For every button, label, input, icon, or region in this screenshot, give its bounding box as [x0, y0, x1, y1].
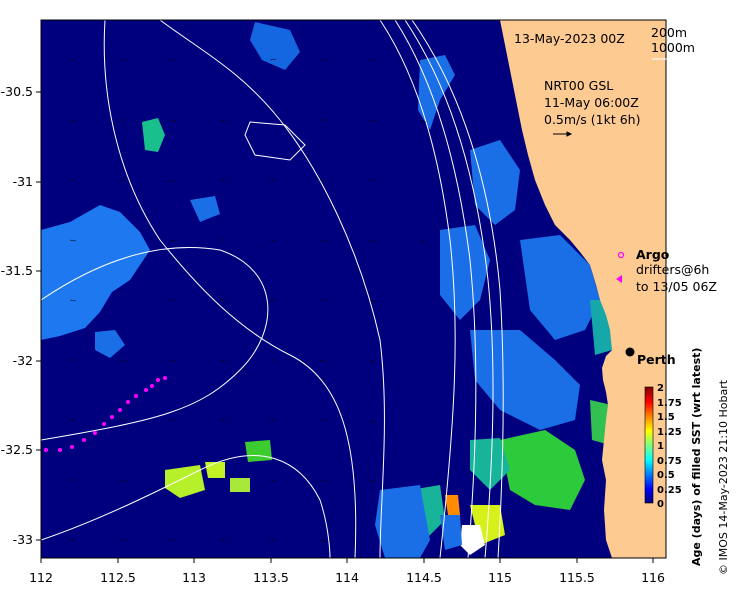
colorbar-tick: 0.5	[657, 470, 675, 481]
colorbar-tick: 1	[657, 441, 664, 452]
x-tick-label: 113.5	[253, 570, 289, 585]
colorbar-tick: 2	[657, 383, 664, 394]
patch-south-green	[500, 430, 585, 510]
patch-orange	[445, 495, 460, 515]
current-product: NRT00 GSL	[544, 78, 613, 93]
patch-lime-2	[205, 462, 225, 478]
colorbar-tick: 0.25	[657, 485, 682, 496]
x-tick-label: 114.5	[406, 570, 442, 585]
patch-white	[460, 525, 485, 555]
x-axis: 112 112.5 113 113.5 114 114.5 115 115.5 …	[29, 558, 665, 585]
x-tick-label: 113	[182, 570, 206, 585]
patch-far-south	[440, 515, 462, 550]
colorbar-tick: 1.25	[657, 427, 682, 438]
colorbar-tick: 0.75	[657, 456, 682, 467]
patch-ne-blue	[250, 22, 300, 70]
y-axis: -30.5 -31 -31.5 -32 -32.5 -33	[1, 84, 41, 547]
patch-west-large	[41, 205, 150, 340]
argo-symbol-icon	[617, 251, 625, 259]
patch-lime-1	[165, 465, 205, 498]
city-marker-icon	[625, 347, 635, 357]
patch-east-1	[418, 55, 455, 130]
y-tick-label: -32	[13, 353, 33, 368]
patch-green	[245, 440, 272, 462]
y-tick-label: -30.5	[1, 84, 33, 99]
patch-coast-1	[470, 140, 520, 225]
colorbar-tick: 1.5	[657, 412, 675, 423]
current-vectors	[69, 58, 427, 543]
patch-central	[190, 196, 220, 222]
x-tick-label: 112	[29, 570, 53, 585]
sst-age-patches	[41, 22, 612, 558]
patch-coast-4	[470, 330, 580, 430]
isobath-label-200: 200m	[651, 25, 687, 40]
current-time: 11-May 06:00Z	[544, 95, 639, 110]
patch-south-teal	[470, 438, 510, 490]
plot-frame	[40, 19, 667, 559]
drifters-label: drifters@6h	[636, 262, 709, 277]
colorbar-label: Age (days) of filled SST (wrt latest)	[690, 348, 703, 566]
colorbar-tick: 0	[657, 499, 664, 510]
credit-text: © IMOS 14-May-2023 21:10 Hobart	[717, 379, 730, 575]
current-scale: 0.5m/s (1kt 6h)	[544, 112, 640, 127]
land-area	[500, 20, 666, 558]
isobath-label-1000: 1000m	[651, 40, 695, 55]
x-tick-label: 112.5	[100, 570, 136, 585]
y-tick-label: -31	[13, 174, 33, 189]
drifter-symbol-icon	[616, 275, 622, 283]
drifter-track	[44, 376, 167, 452]
y-tick-label: -33	[13, 532, 33, 547]
drifters-label-2: to 13/05 06Z	[636, 279, 717, 294]
patch-south-blue	[375, 485, 430, 558]
patch-north-cyan	[142, 118, 165, 152]
x-tick-label: 115.5	[559, 570, 595, 585]
colorbar-tick: 1.75	[657, 398, 682, 409]
patch-coast-2	[440, 225, 490, 320]
isobath-contours	[41, 20, 504, 558]
city-label: Perth	[637, 352, 676, 367]
patch-lime-3	[230, 478, 250, 492]
y-tick-label: -32.5	[1, 442, 33, 457]
patch-coast-3	[520, 235, 600, 340]
x-tick-label: 115	[488, 570, 512, 585]
argo-label: Argo	[636, 247, 670, 262]
x-tick-label: 114	[335, 570, 359, 585]
y-tick-label: -31.5	[1, 263, 33, 278]
scale-arrow-icon	[553, 131, 573, 137]
patch-west-small	[95, 330, 125, 358]
map-date: 13-May-2023 00Z	[514, 31, 625, 46]
colorbar	[644, 386, 654, 504]
x-tick-label: 116	[641, 570, 665, 585]
